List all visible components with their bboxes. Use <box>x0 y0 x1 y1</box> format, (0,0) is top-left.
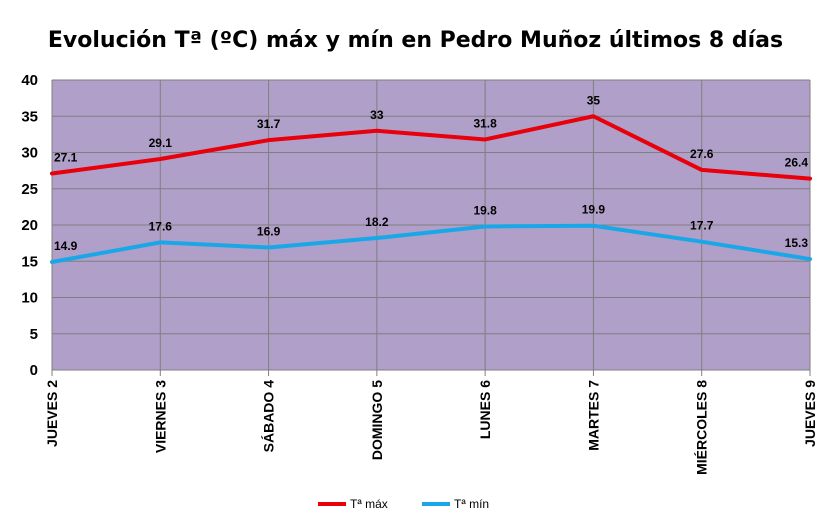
y-axis: 0 5 10 15 20 25 30 35 40 <box>21 72 53 379</box>
y-tick-label: 30 <box>21 145 38 162</box>
x-tick-label: MARTES 7 <box>585 380 601 451</box>
x-tick-label: JUEVES 2 <box>44 380 60 447</box>
y-tick-label: 15 <box>21 253 38 270</box>
data-labels: 27.1 29.1 31.7 33 31.8 35 27.6 26.4 14.9 17.6 16.9… <box>54 93 808 253</box>
data-label: 31.8 <box>473 116 497 130</box>
data-label: 17.6 <box>149 219 173 233</box>
data-label: 15.3 <box>785 236 809 250</box>
y-tick-label: 40 <box>21 72 38 89</box>
x-tick-label: VIERNES 3 <box>152 380 168 453</box>
x-tick-label: DOMINGO 5 <box>369 380 385 460</box>
data-label: 19.8 <box>473 203 497 217</box>
x-tick-label: MIÉRCOLES 8 <box>694 380 710 475</box>
x-axis: JUEVES 2 VIERNES 3 SÁBADO 4 DOMINGO 5 LUNES … <box>44 369 818 475</box>
data-label: 16.9 <box>257 224 281 238</box>
y-tick-label: 25 <box>21 181 38 198</box>
data-label: 14.9 <box>54 239 78 253</box>
legend-label: Tª mín <box>454 497 489 511</box>
data-label: 33 <box>370 108 384 122</box>
data-label: 17.7 <box>690 219 714 233</box>
x-tick-label: LUNES 6 <box>477 380 493 439</box>
data-label: 27.6 <box>690 147 714 161</box>
series-line-min <box>50 223 812 264</box>
y-tick-label: 20 <box>21 217 38 234</box>
chart-title: Evolución Tª (ºC) máx y mín en Pedro Muñ… <box>47 28 784 53</box>
series-line-max <box>50 114 812 181</box>
x-tick-label: SÁBADO 4 <box>261 380 277 453</box>
x-tick-label: JUEVES 9 <box>802 380 818 447</box>
data-label: 31.7 <box>257 117 281 131</box>
y-tick-label: 10 <box>21 290 38 307</box>
legend-label: Tª máx <box>350 497 388 511</box>
y-tick-label: 35 <box>21 108 38 125</box>
data-label: 19.9 <box>582 203 606 217</box>
data-label: 26.4 <box>785 156 809 170</box>
data-label: 27.1 <box>54 151 78 165</box>
data-label: 29.1 <box>149 136 173 150</box>
grid-lines <box>51 79 811 371</box>
y-tick-label: 0 <box>30 362 38 379</box>
legend: Tª máx Tª mín <box>318 497 489 511</box>
y-tick-label: 5 <box>30 326 38 343</box>
series-layer <box>50 114 812 264</box>
data-label: 18.2 <box>365 215 389 229</box>
data-label: 35 <box>587 93 601 107</box>
